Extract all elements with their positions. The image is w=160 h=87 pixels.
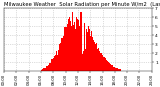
Text: Milwaukee Weather  Solar Radiation per Minute W/m2  (Last 24 Hours): Milwaukee Weather Solar Radiation per Mi… xyxy=(4,2,160,7)
